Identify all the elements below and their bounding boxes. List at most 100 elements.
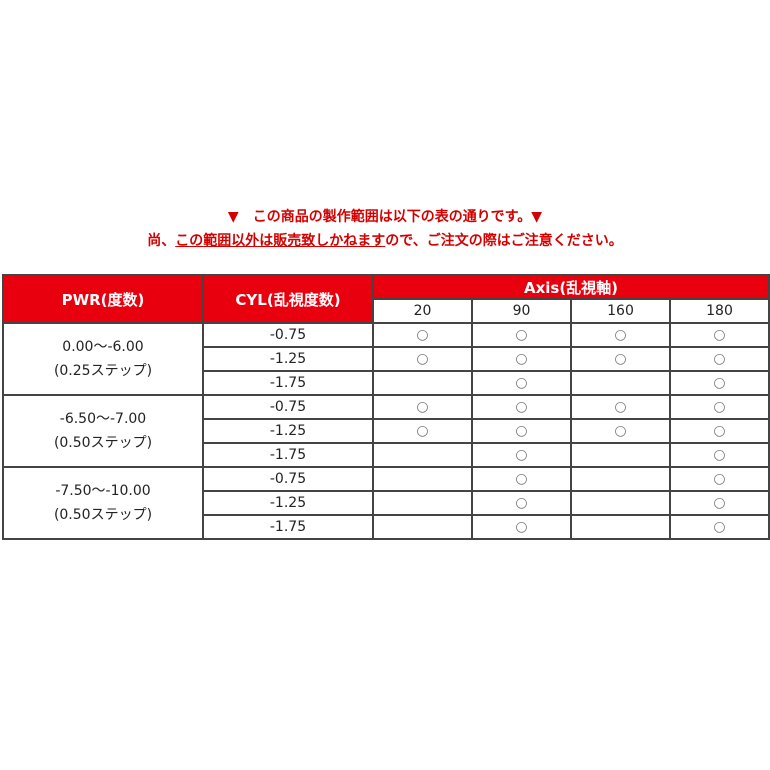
- header-axis-value: 90: [471, 298, 572, 324]
- header-axis-value: 180: [668, 298, 770, 324]
- available-circle-icon: ○: [614, 351, 627, 367]
- axis-cell: ○: [471, 514, 572, 540]
- available-circle-icon: ○: [713, 447, 726, 463]
- axis-cell: [570, 442, 671, 468]
- pwr-step: (0.50ステップ): [53, 507, 153, 523]
- axis-cell: ○: [570, 394, 671, 420]
- axis-cell: ○: [570, 418, 671, 444]
- axis-cell: ○: [668, 514, 770, 540]
- header-axis-value: 160: [570, 298, 671, 324]
- notice-line-1: ▼ この商品の製作範囲は以下の表の通りです。▼: [227, 209, 543, 225]
- available-circle-icon: ○: [713, 351, 726, 367]
- pwr-range: -6.50～-7.00: [59, 411, 147, 427]
- available-circle-icon: ○: [515, 471, 528, 487]
- pwr-step: (0.50ステップ): [53, 435, 153, 451]
- table-row: -1.75 ○ ○: [3, 514, 770, 540]
- axis-cell: ○: [471, 370, 572, 396]
- cyl-cell: -0.75: [202, 466, 374, 492]
- axis-cell: ○: [471, 322, 572, 348]
- axis-cell: ○: [471, 490, 572, 516]
- header-axis-value: 20: [372, 298, 473, 324]
- available-circle-icon: ○: [515, 399, 528, 415]
- axis-cell: ○: [668, 346, 770, 372]
- table-row: -1.25 ○ ○: [3, 490, 770, 516]
- available-circle-icon: ○: [515, 327, 528, 343]
- axis-cell: ○: [668, 322, 770, 348]
- axis-cell: ○: [372, 322, 473, 348]
- cyl-cell: -1.25: [202, 346, 374, 372]
- axis-cell: ○: [570, 346, 671, 372]
- available-circle-icon: ○: [614, 399, 627, 415]
- pwr-step: (0.25ステップ): [53, 363, 153, 379]
- cyl-cell: -1.75: [202, 514, 374, 540]
- available-circle-icon: ○: [416, 327, 429, 343]
- axis-cell: [372, 514, 473, 540]
- cyl-cell: -0.75: [202, 394, 374, 420]
- available-circle-icon: ○: [614, 327, 627, 343]
- table-row: -1.25 ○ ○ ○ ○: [3, 418, 770, 444]
- available-circle-icon: ○: [515, 375, 528, 391]
- axis-cell: ○: [668, 442, 770, 468]
- available-circle-icon: ○: [416, 399, 429, 415]
- cyl-cell: -1.25: [202, 418, 374, 444]
- pwr-range: -7.50～-10.00: [55, 483, 151, 499]
- table-row: 0.00～-6.00 (0.25ステップ) -0.75 ○ ○ ○ ○: [2, 322, 770, 396]
- pwr-cell: -7.50～-10.00 (0.50ステップ): [2, 466, 204, 540]
- available-circle-icon: ○: [515, 519, 528, 535]
- available-circle-icon: ○: [416, 351, 429, 367]
- axis-cell: [570, 466, 671, 492]
- header-pwr: PWR(度数): [2, 274, 204, 324]
- available-circle-icon: ○: [713, 471, 726, 487]
- axis-cell: ○: [668, 466, 770, 492]
- available-circle-icon: ○: [713, 375, 726, 391]
- header-axis: Axis(乱視軸): [371, 274, 770, 300]
- cyl-cell: -0.75: [202, 322, 374, 348]
- notice-line-2: 尚、この範囲以外は販売致しかねますので、ご注文の際はご注意ください。: [0, 231, 770, 251]
- axis-cell: [570, 514, 671, 540]
- notice-suffix: ので、ご注文の際はご注意ください。: [385, 233, 623, 249]
- pwr-cell: 0.00～-6.00 (0.25ステップ): [2, 322, 204, 396]
- available-circle-icon: ○: [713, 423, 726, 439]
- axis-cell: ○: [570, 322, 671, 348]
- notice-prefix: 尚、: [147, 233, 176, 249]
- cyl-cell: -1.75: [202, 370, 374, 396]
- available-circle-icon: ○: [515, 447, 528, 463]
- axis-cell: ○: [668, 490, 770, 516]
- axis-cell: ○: [471, 418, 572, 444]
- axis-cell: ○: [372, 346, 473, 372]
- table-row: -6.50～-7.00 (0.50ステップ) -0.75 ○ ○ ○ ○: [2, 394, 770, 468]
- available-circle-icon: ○: [713, 519, 726, 535]
- axis-cell: [372, 490, 473, 516]
- axis-cell: ○: [471, 466, 572, 492]
- axis-cell: ○: [668, 370, 770, 396]
- available-circle-icon: ○: [713, 327, 726, 343]
- available-circle-icon: ○: [416, 423, 429, 439]
- table-row: -1.25 ○ ○ ○ ○: [3, 346, 770, 372]
- axis-cell: [372, 442, 473, 468]
- axis-cell: ○: [668, 418, 770, 444]
- header-cyl: CYL(乱視度数): [202, 274, 374, 324]
- spec-range-table: PWR(度数) CYL(乱視度数) Axis(乱視軸) 20 90 160 180 0…: [2, 274, 770, 540]
- cyl-cell: -1.25: [202, 490, 374, 516]
- axis-cell: ○: [372, 418, 473, 444]
- axis-cell: [372, 370, 473, 396]
- table-row: -1.75 ○ ○: [3, 442, 770, 468]
- axis-cell: ○: [471, 394, 572, 420]
- available-circle-icon: ○: [515, 495, 528, 511]
- axis-cell: ○: [668, 394, 770, 420]
- available-circle-icon: ○: [713, 399, 726, 415]
- cyl-cell: -1.75: [202, 442, 374, 468]
- pwr-cell: -6.50～-7.00 (0.50ステップ): [2, 394, 204, 468]
- pwr-range: 0.00～-6.00: [62, 339, 144, 355]
- available-circle-icon: ○: [713, 495, 726, 511]
- axis-cell: [372, 466, 473, 492]
- notice-underlined: この範囲以外は販売致しかねます: [175, 233, 386, 249]
- axis-cell: ○: [372, 394, 473, 420]
- available-circle-icon: ○: [515, 423, 528, 439]
- table-row: -7.50～-10.00 (0.50ステップ) -0.75 ○ ○: [2, 466, 770, 540]
- table-row: -1.75 ○ ○: [3, 370, 770, 396]
- axis-cell: [570, 490, 671, 516]
- available-circle-icon: ○: [515, 351, 528, 367]
- axis-cell: ○: [471, 442, 572, 468]
- axis-cell: ○: [471, 346, 572, 372]
